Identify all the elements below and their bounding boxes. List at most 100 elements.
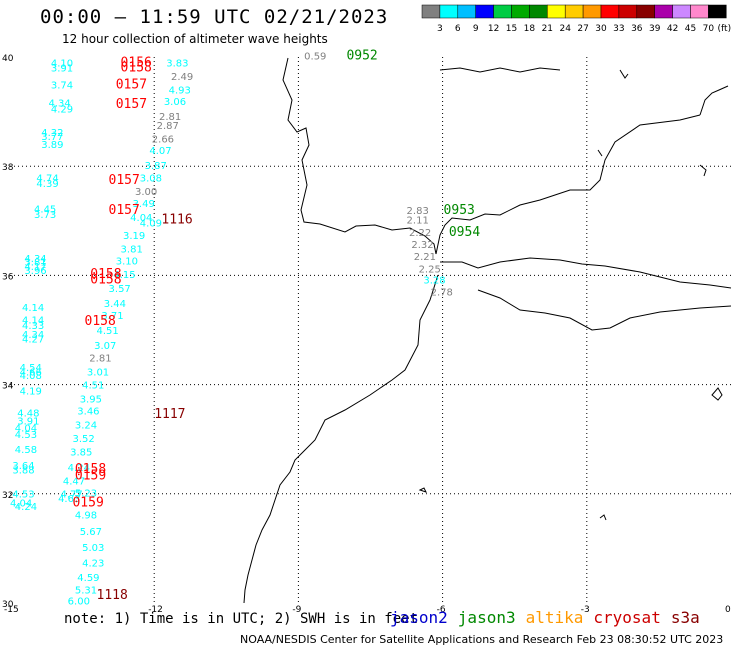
swh-value: 3.01 [87, 367, 109, 378]
swh-value: 3.52 [72, 434, 94, 445]
swh-value: 2.78 [431, 288, 453, 299]
swh-value: 4.47 [63, 477, 85, 488]
lon-label: 0 [725, 605, 731, 615]
coastline [699, 164, 707, 177]
swh-value: 4.66 [20, 367, 42, 378]
coastline [597, 149, 603, 157]
swh-value: 3.44 [104, 299, 126, 310]
colorbar-swatch [493, 4, 512, 19]
colorbar-label: 24 [559, 24, 571, 34]
map-subtitle: 12 hour collection of altimeter wave hei… [62, 32, 328, 46]
pass-time-label: 0157 [116, 78, 147, 93]
swh-value: 2.25 [419, 265, 441, 276]
swh-value: 2.81 [89, 354, 111, 365]
swh-value: 3.85 [70, 448, 92, 459]
pass-time-label: 0159 [72, 495, 103, 510]
swh-value: 4.08 [20, 371, 42, 382]
swh-value: 3.96 [24, 266, 46, 277]
swh-value: 4.07 [149, 146, 171, 157]
pass-time-label: 0158 [85, 314, 116, 329]
coastline [699, 85, 729, 116]
swh-value: 4.10 [51, 58, 73, 69]
note-text: note: 1) Time is in UTC; 2) SWH is in fe… [64, 611, 419, 627]
coastline [282, 57, 437, 255]
swh-value: 3.74 [51, 81, 73, 92]
colorbar-swatch [618, 4, 638, 19]
colorbar-swatch [600, 4, 620, 19]
swh-value: 4.93 [169, 86, 191, 97]
swh-value: 4.27 [22, 335, 44, 346]
swh-value: 3.07 [94, 341, 116, 352]
coastline [435, 114, 701, 255]
pass-time-label: 1117 [154, 407, 185, 422]
swh-value: 4.29 [51, 105, 73, 116]
colorbar-swatch [529, 4, 548, 19]
credit-text: NOAA/NESDIS Center for Satellite Applica… [240, 633, 724, 646]
coastline [418, 487, 427, 493]
swh-value: 3.73 [34, 210, 56, 221]
coastline [619, 69, 629, 79]
legend-s3a: s3a [670, 608, 700, 627]
lon-label: -15 [4, 605, 19, 615]
swh-value: 4.32 [41, 128, 63, 139]
swh-value: 3.00 [135, 187, 157, 198]
colorbar-unit: (ft) [718, 24, 732, 34]
colorbar-swatch [582, 4, 602, 19]
swh-value: 4.51 [82, 380, 104, 391]
swh-value: 2.11 [407, 216, 429, 227]
swh-value: 2.49 [171, 72, 193, 83]
legend-jason2: jason2 [390, 608, 448, 627]
pass-time-label: 0158 [90, 267, 121, 282]
legend-cryosat: cryosat [593, 608, 661, 627]
swh-value: 3.71 [101, 311, 123, 322]
coastline [599, 514, 607, 521]
colorbar-swatch [690, 4, 709, 19]
colorbar-swatch [636, 4, 655, 19]
swh-value: 3.81 [121, 244, 143, 255]
colorbar-swatch [564, 4, 584, 19]
colorbar-label: 21 [542, 24, 553, 34]
coastline [477, 289, 732, 331]
swh-value: 2.21 [414, 252, 436, 263]
lat-label: 38 [2, 163, 14, 173]
swh-value: 4.33 [22, 321, 44, 332]
colorbar-swatch [475, 4, 494, 19]
swh-value: 4.51 [97, 326, 119, 337]
colorbar-swatch [439, 4, 459, 19]
swh-value: 4.24 [68, 463, 90, 474]
swh-value: 3.06 [164, 97, 186, 108]
map-title: 00:00 – 11:59 UTC 02/21/2023 [40, 6, 389, 28]
lat-label: 36 [2, 272, 14, 282]
swh-value: 3.91 [51, 64, 73, 75]
pass-time-label: 1118 [97, 588, 128, 603]
colorbar-label: 27 [577, 24, 588, 34]
pass-time-label: 0953 [444, 203, 475, 218]
colorbar-label: 12 [488, 24, 499, 34]
pass-time-label: 0157 [109, 203, 140, 218]
swh-value: 4.04 [10, 498, 32, 509]
swh-value: 2.87 [157, 121, 179, 132]
swh-value: 3.88 [12, 466, 34, 477]
swh-value: 4.17 [24, 262, 46, 273]
swh-value: 3.28 [423, 276, 445, 287]
swh-value: 3.64 [12, 461, 34, 472]
swh-value: 4.63 [58, 494, 80, 505]
pass-time-label: 0158 [121, 61, 152, 76]
swh-value: 4.58 [15, 445, 37, 456]
lon-label: -12 [148, 605, 163, 615]
swh-value: 5.31 [75, 586, 97, 597]
swh-value: 2.83 [407, 206, 429, 217]
swh-value: 3.24 [75, 420, 97, 431]
swh-value: 4.53 [15, 430, 37, 441]
lon-label: -9 [292, 605, 301, 615]
swh-value: 4.19 [20, 386, 42, 397]
swh-value: 4.09 [140, 218, 162, 229]
colorbar-label: 39 [649, 24, 661, 34]
pass-time-label: 0159 [75, 469, 106, 484]
swh-value: 3.91 [17, 416, 39, 427]
coastline [439, 67, 561, 73]
legend-altika: altika [525, 608, 584, 627]
swh-value: 3.49 [133, 199, 155, 210]
colorbar-swatch [421, 4, 441, 19]
swh-value: 3.08 [140, 173, 162, 184]
